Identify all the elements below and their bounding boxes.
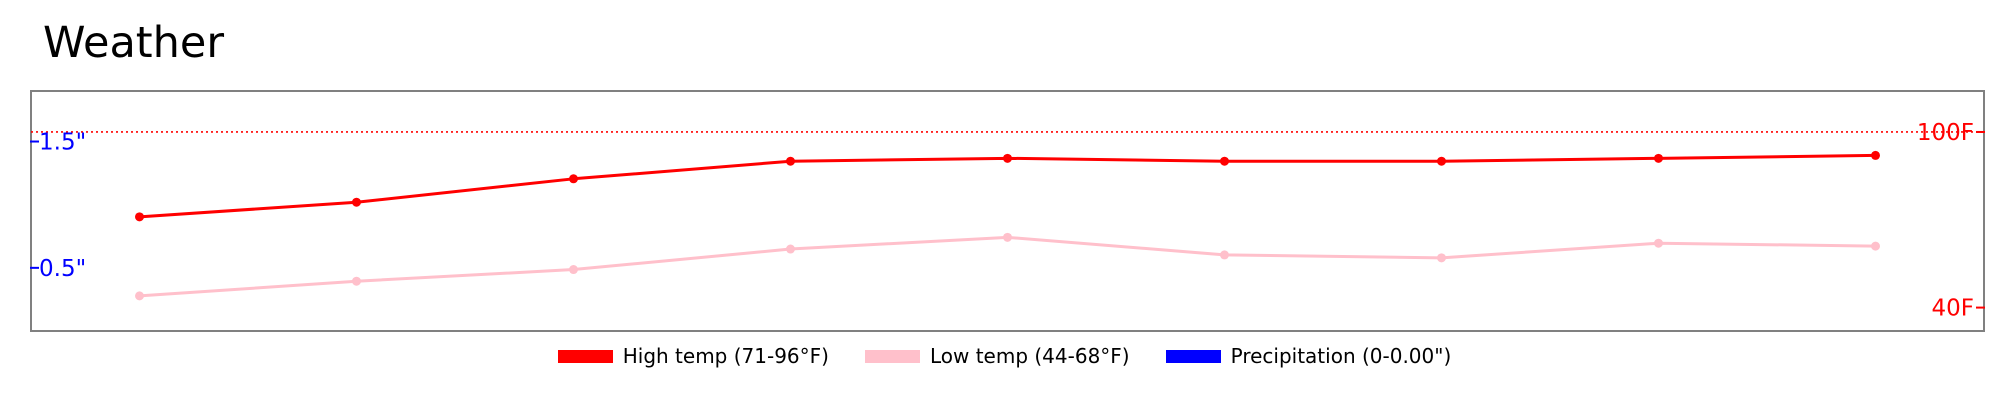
high-temp-point[interactable] <box>786 156 795 166</box>
high-temp-point[interactable] <box>1654 153 1663 163</box>
low-temp-point[interactable] <box>1871 241 1880 251</box>
low-temp-point[interactable] <box>786 244 795 254</box>
legend-swatch-high <box>557 349 613 363</box>
high-temp-point[interactable] <box>569 174 578 184</box>
precip-tick-label: 0.5" <box>39 256 86 282</box>
high-temp-point[interactable] <box>1437 156 1446 166</box>
low-temp-point[interactable] <box>1437 253 1446 263</box>
high-temp-point[interactable] <box>135 212 144 222</box>
legend: High temp (71-96°F) Low temp (44-68°F) P… <box>0 344 2009 368</box>
high-temp-point[interactable] <box>1003 153 1012 163</box>
low-temp-point[interactable] <box>1654 238 1663 248</box>
temp-tick-label: 40F <box>1932 296 1975 322</box>
low-temp-line <box>139 235 1876 298</box>
low-temp-point[interactable] <box>1003 232 1012 242</box>
legend-swatch-precip <box>1165 349 1221 363</box>
high-temp-point[interactable] <box>1871 150 1880 160</box>
legend-label-precip: Precipitation (0-0.00") <box>1230 344 1452 368</box>
legend-item-precip[interactable]: Precipitation (0-0.00") <box>1165 344 1452 368</box>
high-temp-point[interactable] <box>1220 156 1229 166</box>
low-temp-point[interactable] <box>1220 250 1229 260</box>
chart-title: Weather <box>43 18 225 68</box>
legend-item-high[interactable]: High temp (71-96°F) <box>557 344 829 368</box>
low-temp-point[interactable] <box>352 276 361 286</box>
high-temp-point[interactable] <box>352 197 361 207</box>
legend-swatch-low <box>864 349 920 363</box>
temp-tick-label: 100F <box>1917 120 1974 146</box>
legend-label-low: Low temp (44-68°F) <box>929 344 1130 368</box>
legend-item-low[interactable]: Low temp (44-68°F) <box>864 344 1130 368</box>
precip-tick-label: 1.5" <box>39 130 86 156</box>
plot-frame <box>30 90 1985 332</box>
high-temp-line <box>139 153 1876 219</box>
low-temp-point[interactable] <box>135 291 144 301</box>
legend-label-high: High temp (71-96°F) <box>622 344 829 368</box>
low-temp-point[interactable] <box>569 265 578 275</box>
